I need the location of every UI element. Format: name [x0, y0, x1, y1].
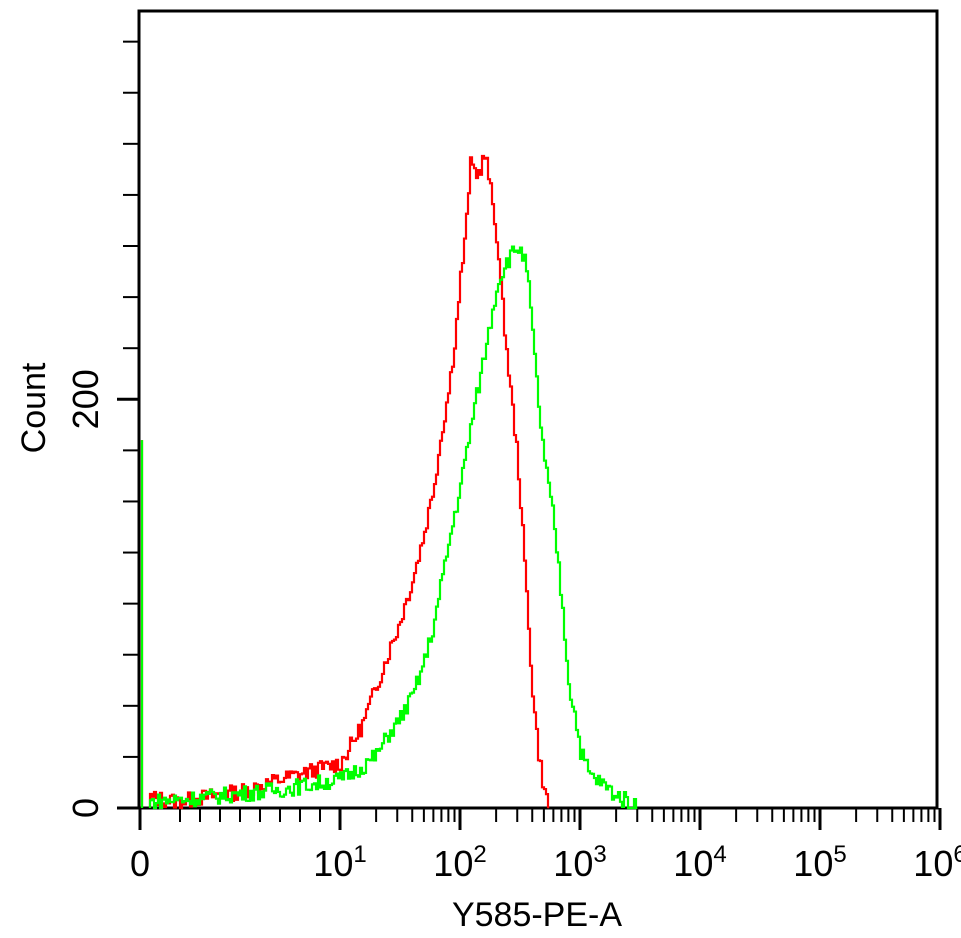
y-tick-label: 0 [65, 798, 106, 818]
x-tick-label: 101 [313, 841, 366, 884]
histogram-series-2 [140, 245, 638, 810]
x-tick-label: 103 [553, 841, 606, 884]
x-tick-label: 102 [433, 841, 486, 884]
y-axis-ticks [117, 40, 139, 810]
x-tick-label: 105 [793, 841, 846, 884]
series-layer [140, 154, 638, 810]
y-axis-title: Count [15, 362, 53, 453]
plot-frame [137, 9, 939, 810]
x-tick-label: 106 [913, 841, 961, 884]
y-tick-label: 200 [65, 369, 106, 429]
x-axis-ticks [138, 808, 942, 830]
x-tick-label: 104 [673, 841, 726, 884]
y-axis-tick-labels: 0 200 [65, 369, 106, 818]
x-axis-title: Y585-PE-A [452, 896, 622, 934]
x-axis-tick-labels: 0 101 102 103 104 105 106 [130, 841, 961, 884]
x-tick-label: 0 [130, 843, 150, 884]
